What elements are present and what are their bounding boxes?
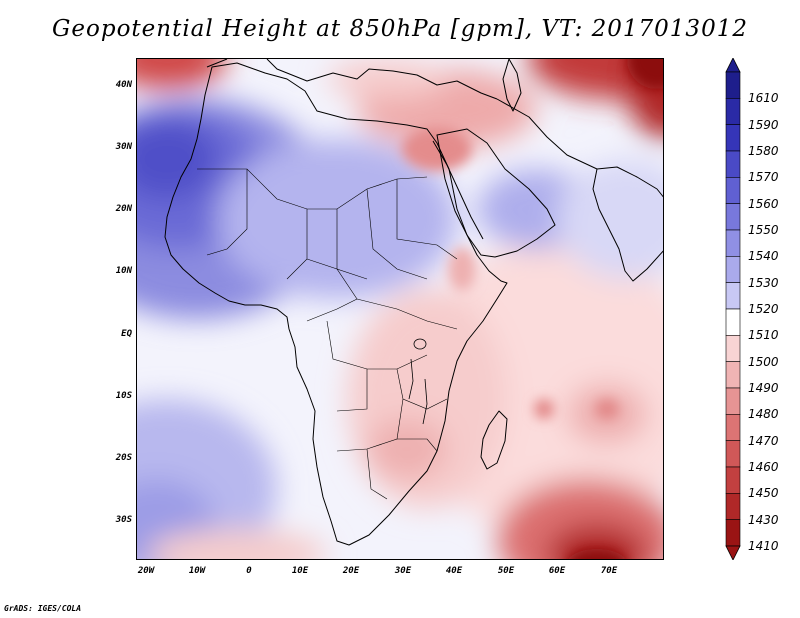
lat-tick: 30S (115, 515, 132, 525)
colorbar-level-label: 1470 (748, 433, 779, 448)
lon-tick: 40E (445, 566, 463, 576)
lon-tick: 70E (600, 566, 618, 576)
colorbar-level-label: 1580 (748, 144, 779, 158)
colorbar-level-label: 1510 (748, 328, 779, 343)
lakes (408, 338, 428, 425)
lon-tick: 50E (497, 566, 515, 576)
lon-tick: 20W (137, 566, 155, 576)
chart-title: Geopotential Height at 850hPa [gpm], VT:… (52, 16, 748, 42)
colorbar-level-label: 1410 (748, 539, 779, 553)
lon-tick: 30E (394, 566, 412, 576)
lon-tick: 10E (291, 566, 309, 576)
colorbar-segment (725, 282, 741, 310)
colorbar-level-label: 1490 (748, 381, 779, 395)
colorbar-segment (725, 519, 741, 547)
height-field-detail (402, 59, 663, 559)
country-borders (197, 168, 458, 500)
colorbar (725, 58, 741, 560)
lat-tick: 10N (115, 266, 132, 276)
colorbar-segment (725, 414, 741, 441)
colorbar-segment (725, 493, 741, 520)
map-svg (137, 59, 663, 559)
colorbar-segment (725, 124, 741, 152)
footer-credit: GrADS: IGES/COLA (4, 604, 82, 613)
colorbar-segment (725, 229, 741, 257)
colorbar-segment (725, 256, 741, 283)
colorbar-level-label: 1570 (748, 170, 779, 185)
lat-tick: 40N (115, 80, 132, 90)
colorbar-segment (725, 150, 741, 178)
colorbar-level-label: 1500 (748, 354, 779, 369)
colorbar-level-label: 1520 (748, 302, 779, 316)
lat-tick: 10S (115, 391, 132, 401)
colorbar-level-label: 1560 (748, 196, 779, 211)
colorbar-level-label: 1540 (748, 249, 779, 264)
colorbar-segment (725, 177, 741, 204)
colorbar-segment (725, 98, 741, 125)
colorbar-arrow-bottom (725, 545, 741, 560)
colorbar-segment (725, 308, 741, 336)
lon-tick: 60E (548, 566, 566, 576)
colorbar-level-label: 1550 (748, 223, 779, 237)
lon-tick: 0 (246, 566, 252, 576)
map-panel (136, 58, 664, 560)
colorbar-segment (725, 387, 741, 415)
colorbar-segment (725, 203, 741, 231)
colorbar-level-label: 1610 (748, 91, 779, 106)
lat-tick: 20S (115, 453, 132, 463)
lat-tick: EQ (121, 329, 132, 339)
lon-tick: 20E (342, 566, 360, 576)
lat-tick: 30N (115, 142, 132, 152)
colorbar-level-label: 1590 (748, 117, 779, 132)
colorbar-arrow-top (725, 58, 741, 73)
colorbar-level-label: 1430 (748, 512, 779, 527)
colorbar-level-label: 1450 (748, 486, 779, 501)
lon-tick: 10W (188, 566, 206, 576)
lat-tick: 20N (115, 204, 132, 214)
colorbar-segment (725, 71, 741, 99)
colorbar-level-label: 1530 (748, 275, 779, 290)
coastlines (164, 59, 663, 546)
colorbar-level-label: 1460 (748, 460, 779, 474)
colorbar-level-label: 1480 (748, 407, 779, 422)
colorbar-segment (725, 361, 741, 389)
colorbar-segment (725, 335, 741, 362)
colorbar-segment (725, 466, 741, 494)
colorbar-segment (725, 440, 741, 468)
